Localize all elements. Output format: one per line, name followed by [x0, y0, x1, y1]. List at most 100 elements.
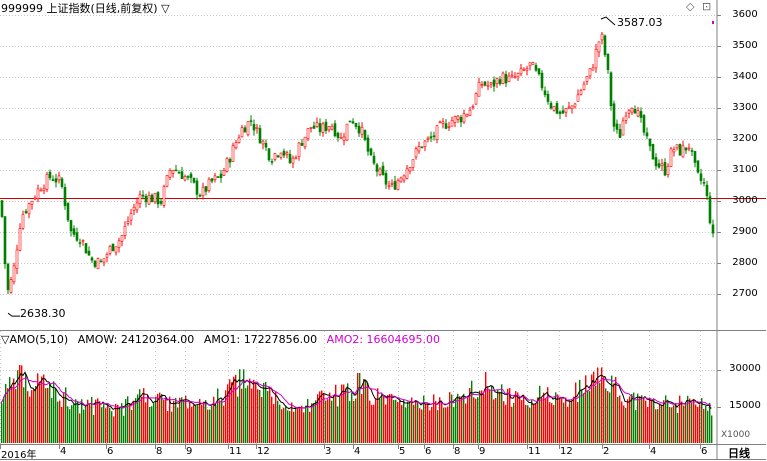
candle-body	[225, 158, 229, 172]
candle-body	[189, 173, 193, 178]
volume-bar	[137, 394, 139, 443]
volume-bar	[527, 405, 529, 443]
volume-bar	[99, 401, 101, 443]
time-label: 5	[399, 446, 406, 457]
volume-bar	[623, 405, 625, 443]
volume-bar	[123, 415, 125, 443]
volume-bar	[483, 394, 485, 443]
volume-bar	[359, 372, 361, 443]
candle-body	[438, 121, 442, 124]
volume-bar	[77, 401, 79, 443]
volume-bar	[433, 394, 435, 443]
candle-body	[570, 105, 574, 110]
volume-bar	[561, 398, 563, 443]
candle-body	[117, 240, 121, 248]
candle-body	[102, 258, 106, 263]
candle-body	[693, 151, 697, 163]
volume-bar	[27, 391, 29, 443]
volume-bar	[89, 404, 91, 443]
candle-body	[468, 109, 472, 117]
volume-bar	[283, 407, 285, 443]
volume-bar	[461, 396, 463, 443]
candle-body	[654, 157, 658, 167]
indicator-legend: ▽AMO(5,10) AMOW: 24120364.00 AMO1: 17227…	[1, 333, 446, 346]
volume-bar	[629, 396, 631, 443]
amow-value: AMOW: 24120364.00	[77, 333, 195, 346]
chart-title[interactable]: 999999 上证指数(日线,前复权) ▽	[1, 2, 170, 15]
volume-bar	[227, 384, 229, 443]
volume-bar	[121, 403, 123, 443]
volume-bar	[265, 381, 267, 443]
candle-body	[675, 144, 679, 149]
volume-bar	[631, 394, 633, 443]
candle-body	[342, 136, 346, 141]
volume-bar	[475, 398, 477, 443]
candle-body	[21, 214, 25, 229]
candle-body	[642, 115, 646, 133]
volume-bar	[579, 379, 581, 443]
volume-bar	[497, 389, 499, 443]
volume-bar	[3, 396, 5, 443]
volume-bar	[513, 402, 515, 443]
volume-bar	[547, 387, 549, 443]
candle-body	[576, 94, 580, 102]
volume-bar	[349, 401, 351, 443]
volume-bar	[525, 404, 527, 443]
candle-body	[660, 163, 664, 167]
candle-body	[315, 122, 319, 127]
candle-body	[408, 167, 412, 172]
volume-bar	[347, 383, 349, 443]
candle-body	[594, 48, 598, 69]
candle-body	[81, 240, 85, 242]
candle-body	[447, 126, 451, 128]
volume-bar	[239, 369, 241, 443]
volume-bar	[531, 399, 533, 443]
volume-bar	[259, 389, 261, 443]
candle-body	[201, 186, 205, 196]
candle-body	[276, 155, 280, 158]
candle-body	[381, 165, 385, 175]
volume-bar	[613, 383, 615, 443]
volume-bar	[601, 367, 603, 443]
candle-body	[327, 126, 331, 131]
volume-bar	[487, 386, 489, 443]
period-tab-daily[interactable]: 日线	[728, 447, 750, 460]
candle-body	[495, 78, 499, 84]
candle-body	[513, 76, 517, 79]
time-label: 4	[354, 446, 361, 457]
volume-bar	[663, 400, 665, 443]
volume-bar	[367, 383, 369, 443]
candle-body	[348, 120, 352, 123]
candle-body	[84, 243, 88, 254]
volume-bar	[63, 392, 65, 443]
candle-body	[555, 103, 559, 114]
candle-body	[624, 115, 628, 121]
volume-bar	[699, 404, 701, 443]
candle-body	[471, 106, 475, 108]
candle-body	[609, 72, 613, 107]
volume-bar	[417, 402, 419, 443]
volume-tick: 15000	[729, 400, 761, 411]
volume-bar	[435, 401, 437, 443]
candle-body	[600, 33, 604, 41]
volume-bar	[65, 387, 67, 443]
candle-body	[183, 176, 187, 181]
volume-bar	[711, 415, 713, 443]
candle-body	[210, 178, 214, 182]
candle-body	[345, 123, 349, 141]
volume-bar	[363, 379, 365, 443]
volume-bar	[477, 397, 479, 443]
volume-bar	[325, 400, 327, 443]
volume-bar	[55, 388, 57, 443]
indicator-name[interactable]: ▽AMO(5,10)	[1, 333, 69, 346]
volume-bar	[429, 410, 431, 443]
candle-body	[60, 178, 64, 187]
restore-window-icon[interactable]: ⊡	[701, 0, 712, 13]
volume-bar	[323, 392, 325, 443]
volume-bar	[183, 399, 185, 443]
volume-bar	[299, 407, 301, 443]
candle-body	[516, 72, 520, 77]
diamond-icon[interactable]: ◇	[686, 0, 695, 13]
volume-bar	[67, 406, 69, 443]
